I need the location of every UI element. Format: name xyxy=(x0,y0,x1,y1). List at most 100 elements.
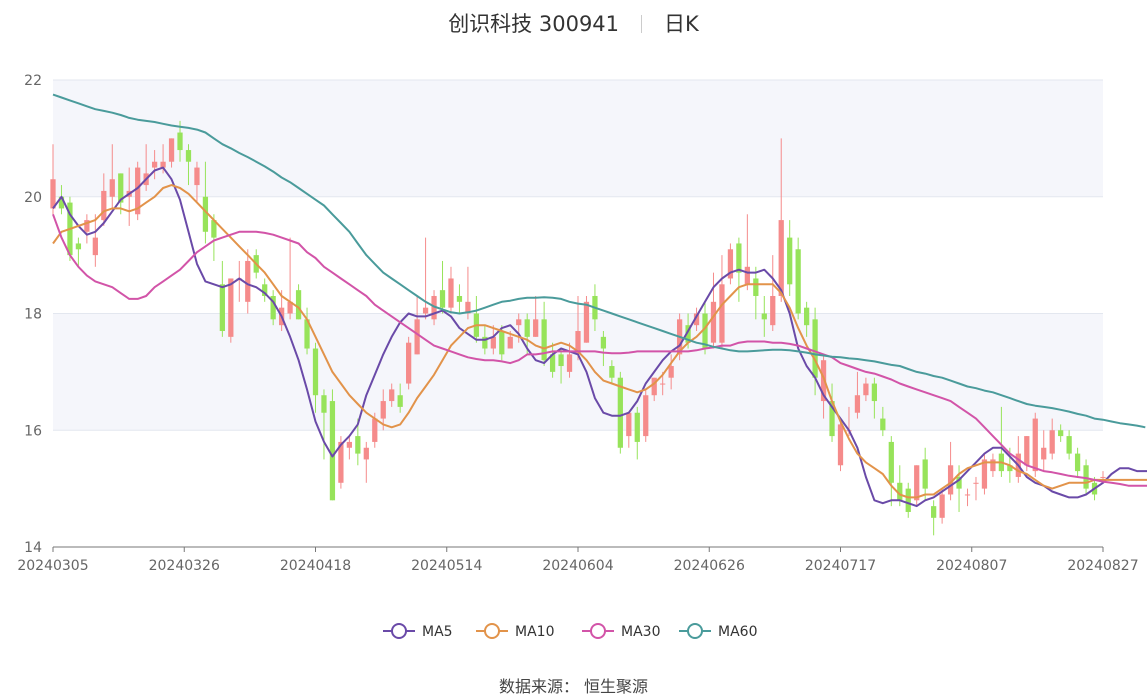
candle-body xyxy=(118,173,124,203)
candle xyxy=(473,295,480,343)
candle xyxy=(1074,447,1081,477)
candle-body xyxy=(1024,436,1030,466)
candle-body xyxy=(905,488,911,512)
candle-body xyxy=(693,313,700,326)
candle xyxy=(761,295,767,337)
candle xyxy=(1032,412,1038,477)
x-tick-label: 20240827 xyxy=(1067,558,1138,574)
candle-body xyxy=(1032,418,1038,472)
legend-marker xyxy=(590,623,606,639)
candle xyxy=(820,354,827,419)
candle-body xyxy=(549,354,556,372)
candle-body xyxy=(727,249,734,279)
background-bands xyxy=(53,80,1103,431)
candle xyxy=(456,284,463,314)
candle-body xyxy=(245,260,251,302)
candle xyxy=(84,214,90,244)
title-separator xyxy=(641,15,643,33)
candle-body xyxy=(914,465,920,501)
candle-body xyxy=(787,237,793,285)
candle xyxy=(397,383,403,413)
legend-label: MA60 xyxy=(718,624,757,640)
candle xyxy=(964,488,971,507)
candle-body xyxy=(160,161,166,168)
candle xyxy=(431,290,437,326)
candle-body xyxy=(211,220,217,238)
candle-body xyxy=(1041,447,1047,460)
x-tick-label: 20240418 xyxy=(280,558,351,574)
candle xyxy=(406,336,412,390)
candle-body xyxy=(719,284,725,343)
candle-body xyxy=(219,284,225,332)
candle xyxy=(931,500,937,536)
candle-body xyxy=(490,336,496,349)
candle-body xyxy=(338,441,344,483)
candle xyxy=(109,144,115,209)
candle-body xyxy=(135,167,141,215)
candle xyxy=(787,220,793,296)
y-axis: 14 16 18 20 22 xyxy=(24,73,42,556)
x-tick-label: 20240326 xyxy=(149,558,220,574)
candle-body xyxy=(75,243,82,250)
candle xyxy=(990,453,996,477)
candle-body xyxy=(499,331,505,355)
x-tick-label: 20240514 xyxy=(411,558,482,574)
candle-body xyxy=(668,366,674,378)
candle xyxy=(973,476,979,501)
candle xyxy=(295,284,302,320)
legend-marker xyxy=(391,623,407,639)
candle-body xyxy=(482,336,488,349)
candle-body xyxy=(262,284,268,296)
candle xyxy=(770,255,776,332)
candle xyxy=(533,295,539,337)
candle xyxy=(228,278,234,343)
candle xyxy=(719,255,725,349)
candle xyxy=(236,260,242,302)
candle xyxy=(439,260,446,314)
y-tick-label: 22 xyxy=(24,73,42,89)
candle-body xyxy=(744,266,750,285)
candle xyxy=(101,173,107,226)
candle-body xyxy=(389,389,395,402)
candle-body xyxy=(931,506,937,518)
candle-body xyxy=(888,441,894,483)
candle-body xyxy=(651,377,657,396)
candle-body xyxy=(566,354,573,372)
candle-body xyxy=(947,465,954,495)
y-tick-label: 20 xyxy=(24,190,42,206)
candle-body xyxy=(533,319,539,337)
candle-body xyxy=(583,301,590,343)
x-tick-label: 20240305 xyxy=(17,558,88,574)
candle-body xyxy=(194,167,200,186)
candle-body xyxy=(363,447,369,460)
y-tick-label: 16 xyxy=(24,423,42,439)
candle-body xyxy=(643,395,649,437)
candle-body xyxy=(558,354,564,367)
candle-body xyxy=(372,418,378,442)
legend-marker xyxy=(687,623,703,639)
ma-line-ma30 xyxy=(52,213,1147,487)
candle-body xyxy=(1100,476,1106,478)
x-axis: 20240305 20240326 20240418 20240514 20240604… xyxy=(17,546,1139,574)
candle-body xyxy=(202,196,209,232)
legend-item-ma10: MA10 xyxy=(476,623,554,640)
candle xyxy=(194,161,200,203)
candle xyxy=(414,295,420,355)
candle xyxy=(75,237,82,267)
candle-body xyxy=(617,377,623,448)
candle xyxy=(465,266,471,320)
candle-body xyxy=(770,295,776,326)
candle xyxy=(1058,424,1064,442)
candle-body xyxy=(58,196,65,209)
candle-body xyxy=(541,319,547,361)
candle xyxy=(617,371,623,454)
candle-body xyxy=(524,319,530,337)
candle-body xyxy=(414,319,420,355)
candle-body xyxy=(168,138,175,162)
candle xyxy=(863,377,869,402)
candle xyxy=(270,290,276,326)
candle xyxy=(448,266,454,314)
candle-body xyxy=(804,307,810,326)
period-label: 日K xyxy=(664,12,699,36)
